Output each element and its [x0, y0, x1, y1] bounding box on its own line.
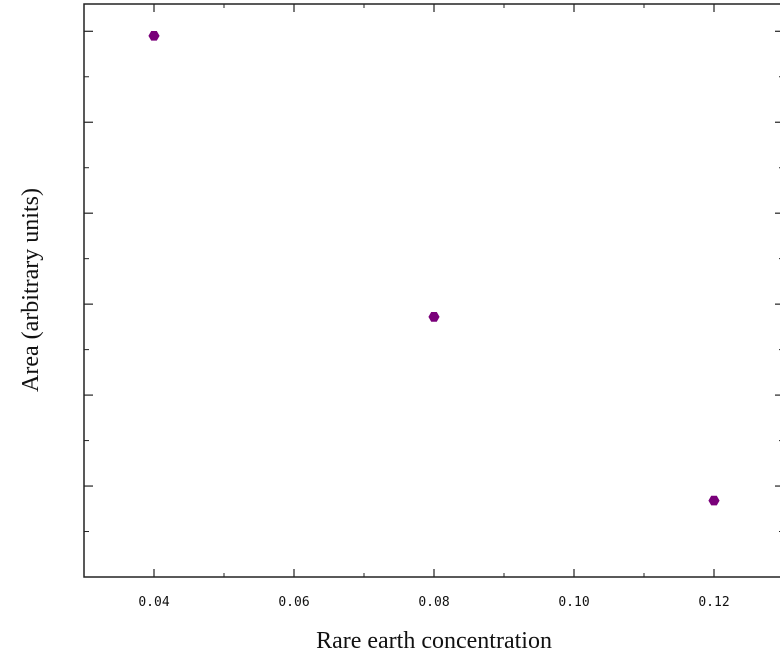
x-axis-title: Rare earth concentration — [316, 628, 552, 654]
x-tick-label: 0.08 — [418, 595, 449, 610]
x-tick-label: 0.10 — [558, 595, 589, 610]
data-point — [708, 495, 720, 506]
data-point — [428, 312, 440, 322]
x-axis-ticks — [83, 4, 715, 577]
y-axis-ticks — [84, 30, 780, 533]
data-point — [148, 31, 160, 41]
data-points — [148, 31, 720, 506]
x-axis-tick-labels: 0.04 0.06 0.08 0.10 0.12 — [138, 595, 729, 610]
x-tick-label: 0.06 — [278, 595, 309, 610]
plot-frame — [83, 3, 780, 578]
y-axis-title: Area (arbitrary units) — [18, 188, 44, 392]
x-tick-label: 0.04 — [138, 595, 169, 610]
x-tick-label: 0.12 — [698, 595, 729, 610]
